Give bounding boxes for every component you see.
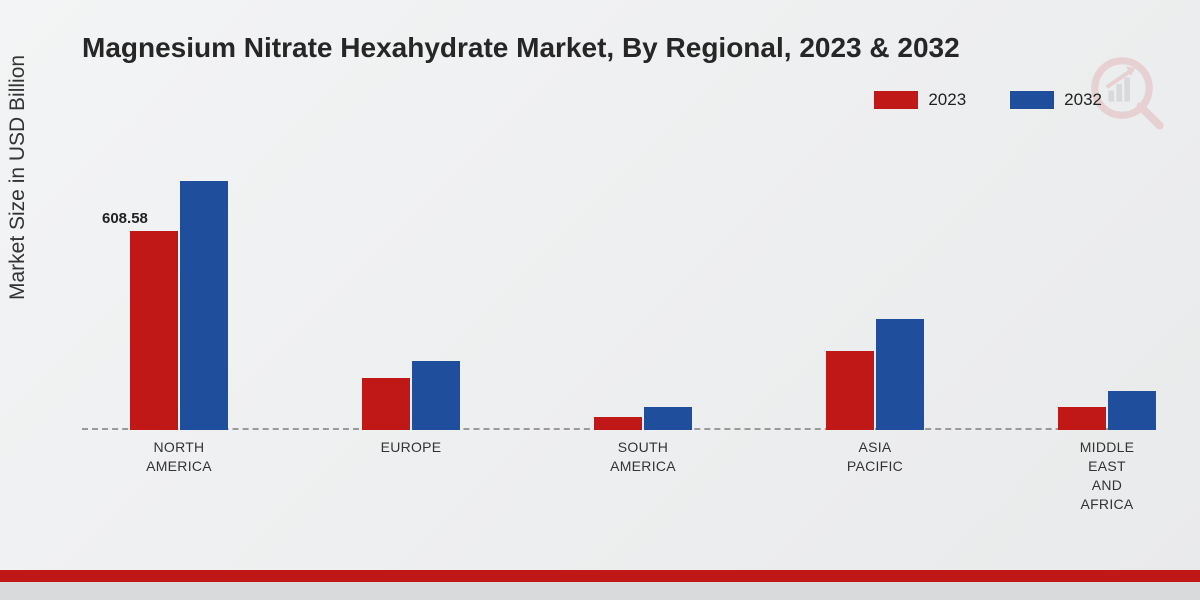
y-axis-label: Market Size in USD Billion (6, 55, 30, 300)
legend-label-2023: 2023 (928, 90, 966, 110)
category-label: SOUTHAMERICA (568, 438, 718, 476)
footer-grey-bar (0, 582, 1200, 600)
plot-area: 608.58 (82, 135, 1152, 430)
footer-red-bar (0, 570, 1200, 582)
chart-page: Magnesium Nitrate Hexahydrate Market, By… (0, 0, 1200, 600)
bar-group (800, 135, 950, 430)
legend-swatch-2023 (874, 91, 918, 109)
bar-group (568, 135, 718, 430)
category-label: ASIAPACIFIC (800, 438, 950, 476)
bar-2023 (826, 351, 874, 430)
category-label: EUROPE (336, 438, 486, 457)
bar-2032 (876, 319, 924, 430)
bar-2032 (644, 407, 692, 430)
bar-group: 608.58 (104, 135, 254, 430)
bar-2032 (1108, 391, 1156, 430)
category-label: NORTHAMERICA (104, 438, 254, 476)
bar-2032 (180, 181, 228, 430)
bar-2023 (362, 378, 410, 430)
bar-group (1032, 135, 1182, 430)
bar-2023 (594, 417, 642, 430)
category-label: MIDDLEEASTANDAFRICA (1032, 438, 1182, 514)
bar-group (336, 135, 486, 430)
legend-label-2032: 2032 (1064, 90, 1102, 110)
legend-item-2023: 2023 (874, 90, 966, 110)
bar-2032 (412, 361, 460, 430)
legend-item-2032: 2032 (1010, 90, 1102, 110)
legend-swatch-2032 (1010, 91, 1054, 109)
bar-2023 (130, 231, 178, 430)
bar-value-label: 608.58 (102, 210, 148, 227)
legend: 2023 2032 (874, 90, 1102, 110)
chart-title: Magnesium Nitrate Hexahydrate Market, By… (82, 32, 960, 64)
bar-2023 (1058, 407, 1106, 430)
